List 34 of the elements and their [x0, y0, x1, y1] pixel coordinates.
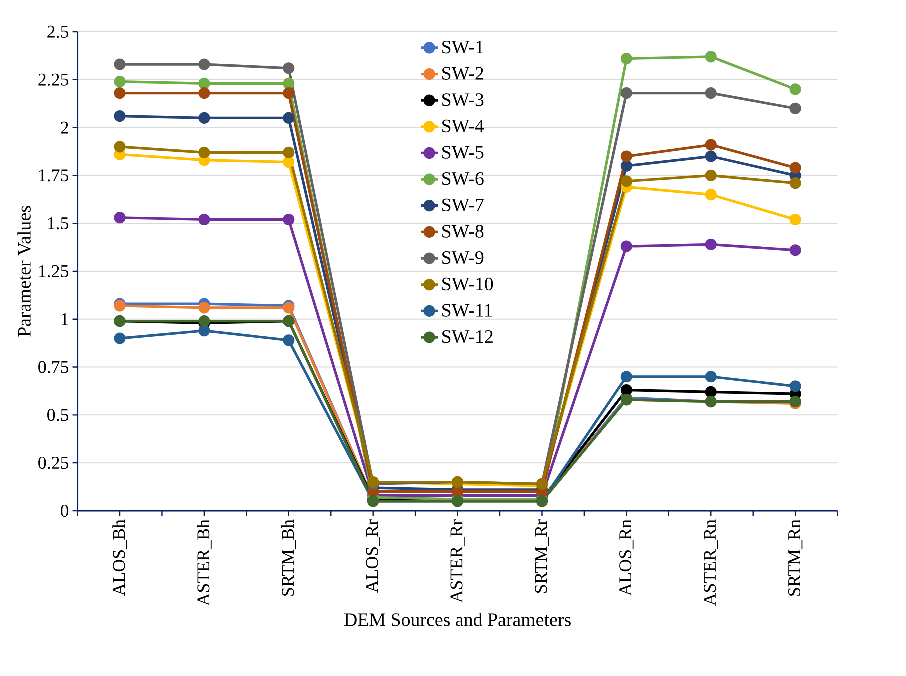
legend-label: SW-2	[442, 67, 484, 80]
x-tick-label: SRTM_Rn	[788, 520, 803, 596]
y-tick-label: 0	[60, 504, 69, 518]
y-tick-label: 2.25	[38, 74, 69, 86]
y-tick-label: 2.5	[48, 26, 69, 38]
legend-label: SW-3	[442, 94, 484, 106]
x-tick-label: SRTM_Bh	[282, 520, 296, 596]
legend-label: SW-4	[442, 120, 484, 133]
legend-label: SW-10	[442, 278, 494, 291]
legend-label: SW-12	[442, 330, 493, 344]
legend-label: SW-8	[442, 225, 484, 238]
x-tick-label: ALOS_Rn	[620, 520, 634, 596]
x-tick-label: ASTER_Bh	[197, 520, 212, 606]
legend-label: SW-5	[442, 146, 484, 160]
y-tick-label: 0.5	[48, 409, 69, 422]
legend-label: SW-1	[442, 40, 484, 54]
x-tick-label: ALOS_Rr	[366, 520, 380, 594]
x-tick-label: SRTM_Rr	[535, 520, 550, 593]
x-tick-label: ALOS_Bh	[112, 520, 128, 596]
legend-label: SW-7	[442, 198, 484, 212]
y-tick-label: 2	[61, 122, 68, 134]
x-axis-title: DEM Sources and Parameters	[344, 613, 571, 626]
y-tick-label: 0.75	[38, 361, 69, 374]
y-tick-label: 1.25	[39, 265, 69, 278]
x-tick-label: ASTER_Rn	[704, 520, 718, 606]
x-tick-label: ASTER_Rr	[450, 520, 465, 604]
y-tick-label: 1.5	[48, 218, 69, 230]
y-axis-title: Parameter Values	[18, 206, 32, 337]
y-tick-label: 1	[62, 313, 68, 326]
y-tick-label: 1.75	[39, 170, 69, 182]
legend-label: SW-11	[442, 304, 492, 318]
legend-label: SW-9	[442, 252, 484, 264]
y-tick-label: 0.25	[38, 457, 69, 470]
legend-label: SW-6	[442, 172, 484, 186]
